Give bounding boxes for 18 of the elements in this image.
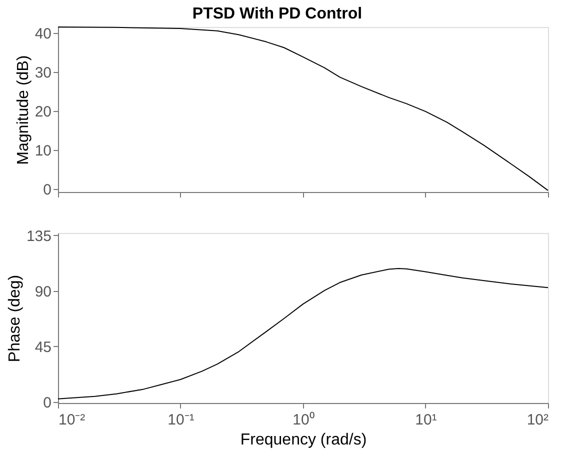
y-tick-label: 90: [34, 283, 52, 300]
y-tick-label: 30: [34, 64, 52, 82]
x-tick-label: 10⁰: [292, 412, 314, 428]
y-tick-label: 135: [26, 228, 52, 245]
y-tick-label: 10: [34, 142, 52, 160]
x-tick-label: 10⁻¹: [168, 412, 194, 428]
y-tick-label: 20: [34, 104, 52, 121]
y-tick-label: 40: [34, 26, 52, 43]
y-tick-label: 45: [34, 338, 52, 356]
x-tick-label: 10²: [526, 412, 548, 428]
x-tick-label: 10⁻²: [58, 412, 86, 428]
chart-title: PTSD With PD Control: [192, 6, 362, 23]
y-axis-title: Magnitude (dB): [14, 55, 32, 165]
x-axis-title: Frequency (rad/s): [240, 432, 367, 448]
x-tick-label: 10¹: [415, 412, 437, 428]
y-axis-title: Phase (deg): [6, 274, 24, 362]
y-tick-label: 0: [43, 181, 52, 198]
y-tick-label: 0: [43, 394, 52, 412]
